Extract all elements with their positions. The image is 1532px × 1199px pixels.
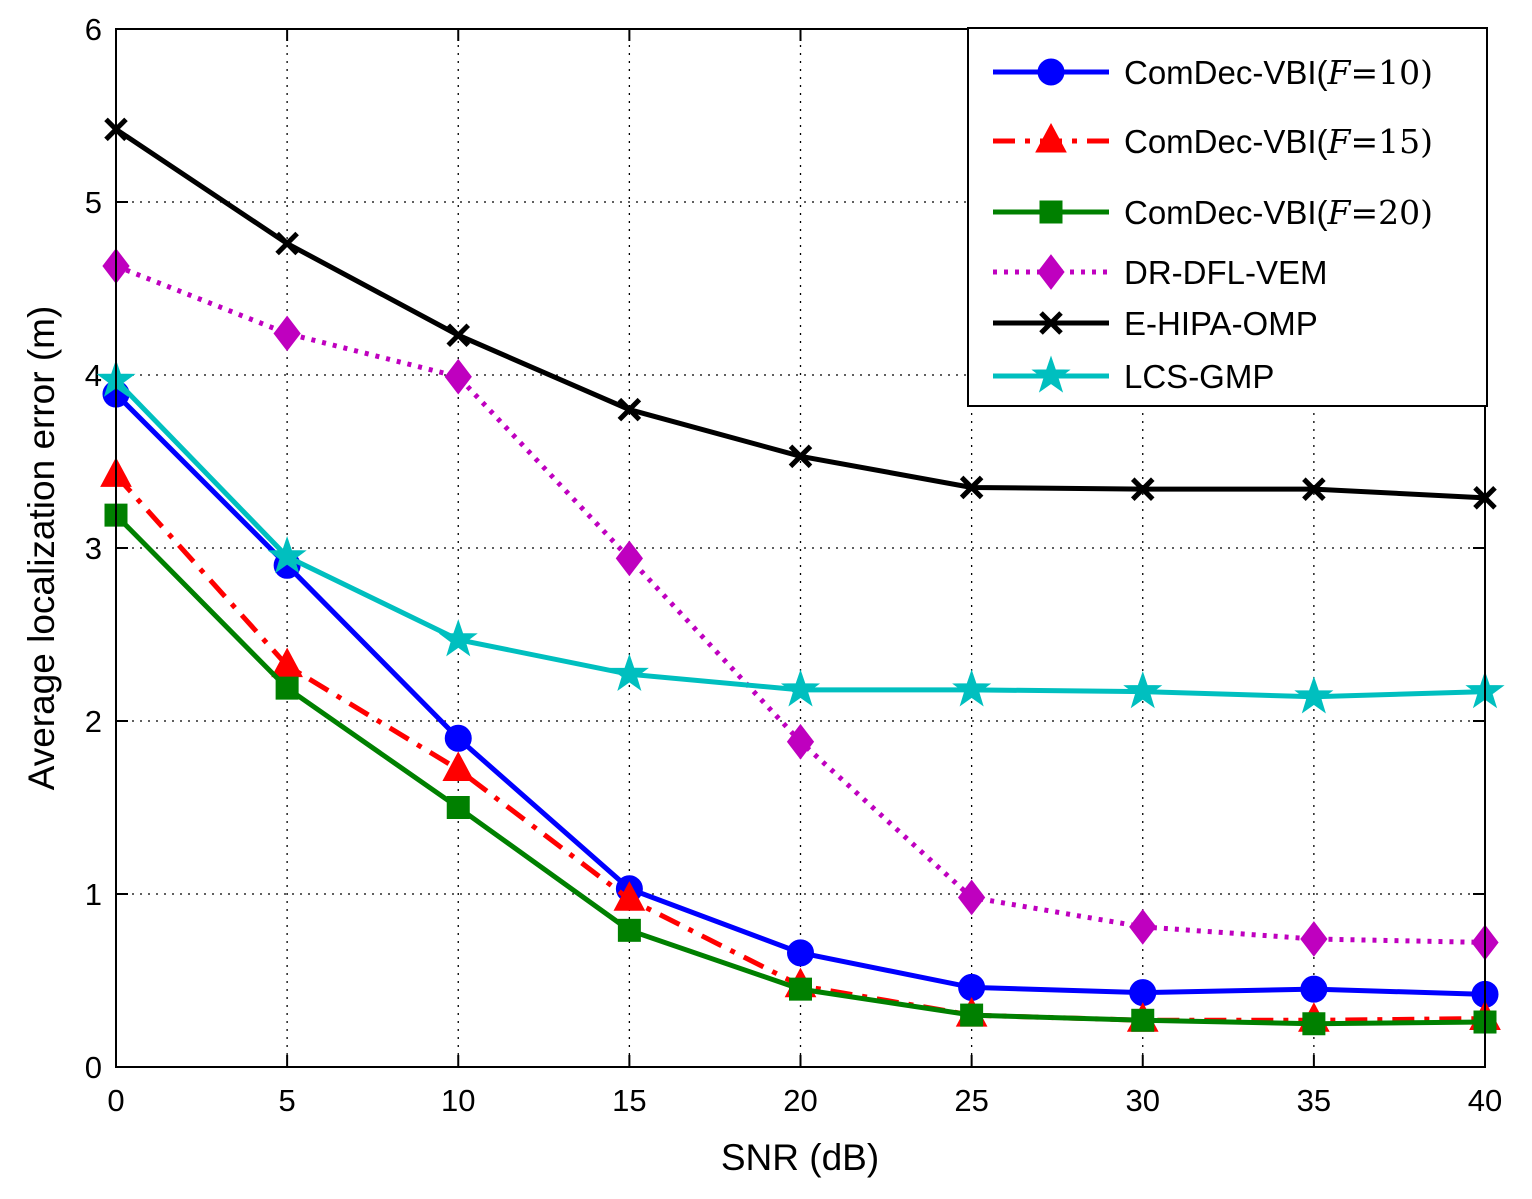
legend-entry: E-HIPA-OMP <box>993 305 1318 342</box>
x-axis-label: SNR (dB) <box>721 1137 879 1178</box>
series-e-hipa-omp <box>104 117 1497 510</box>
diamond-marker <box>957 879 986 916</box>
diamond-marker <box>273 315 301 352</box>
star-marker <box>438 619 478 657</box>
x-marker <box>788 444 813 469</box>
x-tick-label: 15 <box>612 1083 646 1118</box>
x-marker <box>446 323 471 347</box>
y-tick-label: 0 <box>85 1050 102 1085</box>
diamond-marker <box>444 358 472 395</box>
series-group <box>96 117 1505 1036</box>
x-marker <box>617 397 642 422</box>
x-tick-label: 0 <box>107 1083 124 1118</box>
diamond-marker <box>1037 254 1065 290</box>
x-marker <box>959 475 984 500</box>
diamond-marker <box>1129 909 1157 945</box>
axis-ticks: 0 5 10 15 20 25 30 35 40 0 1 2 3 4 5 6 <box>85 12 1502 1118</box>
legend-entry: ComDec-VBI(F=15) <box>993 122 1433 161</box>
square-marker <box>275 676 299 700</box>
legend-entry: LCS-GMP <box>993 355 1274 395</box>
triangle-marker <box>613 881 646 911</box>
legend-label: ComDec-VBI(F=10) <box>1124 53 1433 92</box>
legend: ComDec-VBI(F=10) ComDec-VBI(F=15) ComDec-V… <box>967 27 1488 407</box>
diamond-marker <box>786 723 815 760</box>
square-marker <box>1131 1008 1155 1032</box>
circle-marker <box>787 939 814 967</box>
x-tick-label: 20 <box>783 1083 817 1118</box>
star-marker <box>609 653 649 691</box>
y-tick-label: 1 <box>85 877 102 912</box>
legend-label: DR-DFL-VEM <box>1124 254 1328 291</box>
x-marker <box>1302 477 1326 501</box>
circle-marker <box>444 724 472 752</box>
legend-label: ComDec-VBI(F=15) <box>1124 122 1433 161</box>
x-marker <box>1130 477 1155 501</box>
legend-label: E-HIPA-OMP <box>1124 305 1318 342</box>
x-tick-label: 25 <box>954 1083 988 1118</box>
star-marker <box>1123 671 1163 709</box>
legend-label: ComDec-VBI(F=20) <box>1124 193 1433 232</box>
triangle-marker <box>1035 122 1067 153</box>
x-tick-label: 10 <box>441 1083 475 1118</box>
star-marker <box>267 536 307 574</box>
legend-entry: DR-DFL-VEM <box>993 254 1328 291</box>
plot-frame <box>115 28 1486 1068</box>
legend-label: LCS-GMP <box>1124 358 1274 395</box>
star-marker <box>952 669 992 707</box>
star-marker <box>1294 676 1334 714</box>
diamond-marker <box>615 540 644 577</box>
y-tick-label: 5 <box>85 185 102 220</box>
square-marker <box>960 1003 984 1027</box>
x-marker <box>1039 311 1063 335</box>
legend-entry: ComDec-VBI(F=10) <box>993 53 1433 92</box>
y-tick-label: 3 <box>85 531 102 566</box>
star-marker <box>1031 355 1071 393</box>
series-comdec-vbi-f-10- <box>102 380 1499 1008</box>
circle-marker <box>1037 58 1065 86</box>
x-tick-label: 5 <box>279 1083 296 1118</box>
x-marker <box>275 231 299 256</box>
series-dr-dfl-vem <box>102 248 1499 961</box>
y-axis-label: Average localization error (m) <box>21 306 62 791</box>
x-tick-label: 40 <box>1468 1083 1502 1118</box>
y-tick-label: 4 <box>85 358 102 393</box>
diamond-marker <box>1300 921 1328 957</box>
legend-entry: ComDec-VBI(F=20) <box>993 193 1433 232</box>
y-tick-label: 6 <box>85 12 102 47</box>
x-tick-label: 35 <box>1297 1083 1331 1118</box>
y-tick-label: 2 <box>85 704 102 739</box>
star-marker <box>780 669 821 707</box>
triangle-marker <box>442 751 475 781</box>
circle-marker <box>1129 979 1157 1007</box>
square-marker <box>789 977 812 1001</box>
circle-marker <box>958 973 986 1001</box>
series-line <box>114 378 1486 700</box>
square-marker <box>1039 200 1063 224</box>
square-marker <box>1302 1012 1326 1036</box>
square-marker <box>446 796 470 819</box>
circle-marker <box>1300 975 1328 1003</box>
square-marker <box>617 918 641 942</box>
x-tick-label: 30 <box>1126 1083 1160 1118</box>
